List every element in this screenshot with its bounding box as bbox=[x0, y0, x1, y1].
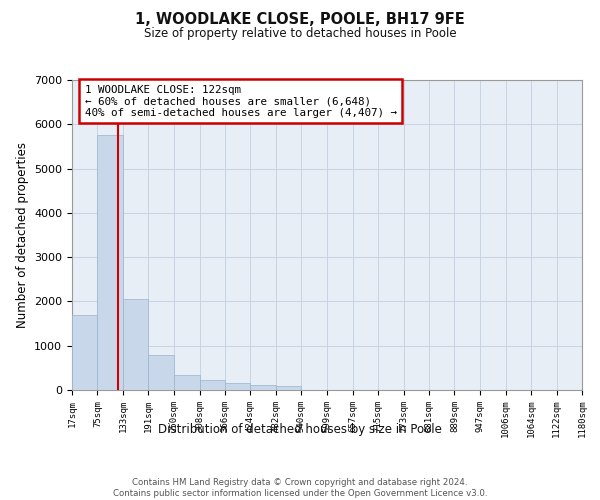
Bar bbox=[276, 386, 301, 390]
Y-axis label: Number of detached properties: Number of detached properties bbox=[16, 142, 29, 328]
Text: Size of property relative to detached houses in Poole: Size of property relative to detached ho… bbox=[143, 28, 457, 40]
Text: 1, WOODLAKE CLOSE, POOLE, BH17 9FE: 1, WOODLAKE CLOSE, POOLE, BH17 9FE bbox=[135, 12, 465, 28]
Bar bbox=[72, 314, 97, 390]
Bar bbox=[200, 380, 225, 390]
Bar bbox=[250, 385, 276, 390]
Bar bbox=[123, 299, 148, 390]
Bar bbox=[225, 384, 250, 390]
Text: Distribution of detached houses by size in Poole: Distribution of detached houses by size … bbox=[158, 422, 442, 436]
Text: 1 WOODLAKE CLOSE: 122sqm
← 60% of detached houses are smaller (6,648)
40% of sem: 1 WOODLAKE CLOSE: 122sqm ← 60% of detach… bbox=[85, 84, 397, 118]
Bar bbox=[148, 354, 174, 390]
Bar bbox=[174, 374, 200, 390]
Text: Contains HM Land Registry data © Crown copyright and database right 2024.
Contai: Contains HM Land Registry data © Crown c… bbox=[113, 478, 487, 498]
Bar bbox=[97, 136, 123, 390]
